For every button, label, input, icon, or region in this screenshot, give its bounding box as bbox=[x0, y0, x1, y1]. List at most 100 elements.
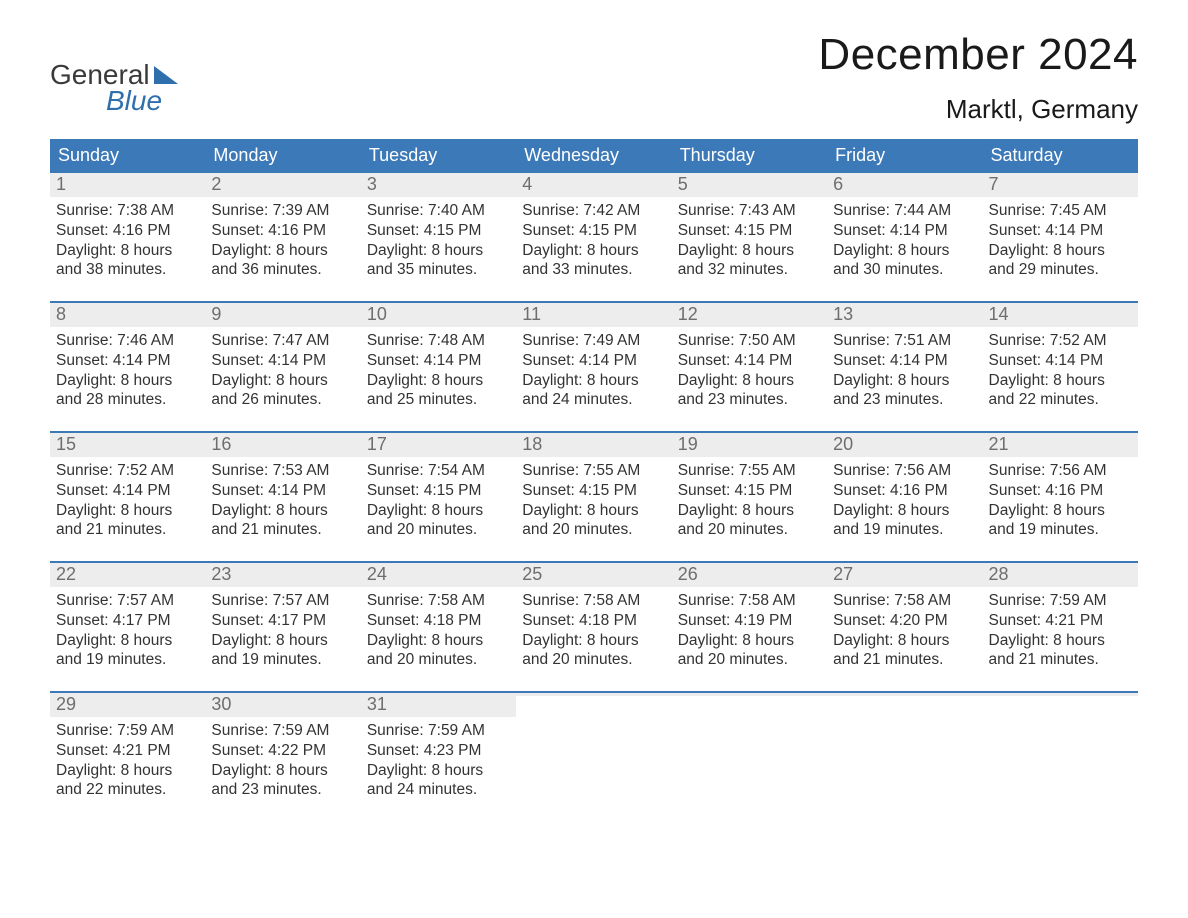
day-d1: Daylight: 8 hours bbox=[211, 501, 354, 521]
day-number: 28 bbox=[989, 564, 1009, 584]
day-d2: and 20 minutes. bbox=[678, 520, 821, 540]
day-d1: Daylight: 8 hours bbox=[989, 241, 1132, 261]
calendar-day: 12Sunrise: 7:50 AMSunset: 4:14 PMDayligh… bbox=[672, 303, 827, 419]
day-number: 16 bbox=[211, 434, 231, 454]
day-body: Sunrise: 7:40 AMSunset: 4:15 PMDaylight:… bbox=[361, 197, 516, 280]
day-number-row: 5 bbox=[672, 173, 827, 197]
day-d2: and 29 minutes. bbox=[989, 260, 1132, 280]
calendar-day: 14Sunrise: 7:52 AMSunset: 4:14 PMDayligh… bbox=[983, 303, 1138, 419]
day-sunrise: Sunrise: 7:55 AM bbox=[522, 461, 665, 481]
generalblue-logo-icon: General Blue bbox=[50, 58, 210, 118]
day-number: 27 bbox=[833, 564, 853, 584]
day-sunrise: Sunrise: 7:51 AM bbox=[833, 331, 976, 351]
logo-text-blue: Blue bbox=[106, 85, 162, 116]
calendar-day: 31Sunrise: 7:59 AMSunset: 4:23 PMDayligh… bbox=[361, 693, 516, 809]
day-d1: Daylight: 8 hours bbox=[56, 241, 199, 261]
day-d2: and 36 minutes. bbox=[211, 260, 354, 280]
day-d1: Daylight: 8 hours bbox=[522, 241, 665, 261]
day-sunrise: Sunrise: 7:46 AM bbox=[56, 331, 199, 351]
day-d1: Daylight: 8 hours bbox=[989, 501, 1132, 521]
day-sunrise: Sunrise: 7:58 AM bbox=[833, 591, 976, 611]
day-number-row: 11 bbox=[516, 303, 671, 327]
day-number-row: 21 bbox=[983, 433, 1138, 457]
day-sunrise: Sunrise: 7:47 AM bbox=[211, 331, 354, 351]
day-sunset: Sunset: 4:17 PM bbox=[211, 611, 354, 631]
day-number: 9 bbox=[211, 304, 221, 324]
day-number: 7 bbox=[989, 174, 999, 194]
day-sunset: Sunset: 4:16 PM bbox=[989, 481, 1132, 501]
day-number-row: 27 bbox=[827, 563, 982, 587]
calendar-day: 11Sunrise: 7:49 AMSunset: 4:14 PMDayligh… bbox=[516, 303, 671, 419]
day-body: Sunrise: 7:57 AMSunset: 4:17 PMDaylight:… bbox=[50, 587, 205, 670]
day-sunset: Sunset: 4:15 PM bbox=[522, 221, 665, 241]
day-body: Sunrise: 7:59 AMSunset: 4:21 PMDaylight:… bbox=[50, 717, 205, 800]
day-sunrise: Sunrise: 7:39 AM bbox=[211, 201, 354, 221]
day-number: 22 bbox=[56, 564, 76, 584]
weeks-container: 1Sunrise: 7:38 AMSunset: 4:16 PMDaylight… bbox=[50, 173, 1138, 809]
day-sunrise: Sunrise: 7:55 AM bbox=[678, 461, 821, 481]
day-d2: and 24 minutes. bbox=[522, 390, 665, 410]
day-d2: and 22 minutes. bbox=[989, 390, 1132, 410]
day-sunset: Sunset: 4:23 PM bbox=[367, 741, 510, 761]
day-sunrise: Sunrise: 7:56 AM bbox=[989, 461, 1132, 481]
day-body: Sunrise: 7:53 AMSunset: 4:14 PMDaylight:… bbox=[205, 457, 360, 540]
day-body: Sunrise: 7:58 AMSunset: 4:18 PMDaylight:… bbox=[361, 587, 516, 670]
day-sunset: Sunset: 4:21 PM bbox=[56, 741, 199, 761]
day-d1: Daylight: 8 hours bbox=[678, 631, 821, 651]
day-sunset: Sunset: 4:15 PM bbox=[678, 481, 821, 501]
day-number: 1 bbox=[56, 174, 66, 194]
day-body: Sunrise: 7:59 AMSunset: 4:21 PMDaylight:… bbox=[983, 587, 1138, 670]
day-d2: and 19 minutes. bbox=[211, 650, 354, 670]
day-sunset: Sunset: 4:15 PM bbox=[367, 481, 510, 501]
day-sunset: Sunset: 4:21 PM bbox=[989, 611, 1132, 631]
day-number-row: 24 bbox=[361, 563, 516, 587]
day-sunrise: Sunrise: 7:44 AM bbox=[833, 201, 976, 221]
day-number-row: 3 bbox=[361, 173, 516, 197]
day-number-row: 25 bbox=[516, 563, 671, 587]
day-body: Sunrise: 7:52 AMSunset: 4:14 PMDaylight:… bbox=[983, 327, 1138, 410]
day-d2: and 20 minutes. bbox=[522, 520, 665, 540]
calendar-day: 28 Sunrise: 7:59 AMSunset: 4:21 PMDayligh… bbox=[983, 563, 1138, 679]
day-d1: Daylight: 8 hours bbox=[833, 371, 976, 391]
calendar-day: 25Sunrise: 7:58 AMSunset: 4:18 PMDayligh… bbox=[516, 563, 671, 679]
day-d2: and 21 minutes. bbox=[56, 520, 199, 540]
calendar-day: 22 Sunrise: 7:57 AMSunset: 4:17 PMDayligh… bbox=[50, 563, 205, 679]
day-number: 2 bbox=[211, 174, 221, 194]
weekday-header: Thursday bbox=[672, 139, 827, 173]
day-d2: and 22 minutes. bbox=[56, 780, 199, 800]
calendar-day: 10Sunrise: 7:48 AMSunset: 4:14 PMDayligh… bbox=[361, 303, 516, 419]
day-sunset: Sunset: 4:18 PM bbox=[522, 611, 665, 631]
day-sunset: Sunset: 4:14 PM bbox=[989, 351, 1132, 371]
day-d1: Daylight: 8 hours bbox=[211, 631, 354, 651]
calendar-day: 6Sunrise: 7:44 AMSunset: 4:14 PMDaylight… bbox=[827, 173, 982, 289]
day-number-row: 9 bbox=[205, 303, 360, 327]
calendar-day: 26Sunrise: 7:58 AMSunset: 4:19 PMDayligh… bbox=[672, 563, 827, 679]
day-sunset: Sunset: 4:14 PM bbox=[367, 351, 510, 371]
calendar-day: 27Sunrise: 7:58 AMSunset: 4:20 PMDayligh… bbox=[827, 563, 982, 679]
logo-triangle-icon bbox=[154, 66, 178, 84]
day-sunset: Sunset: 4:14 PM bbox=[211, 481, 354, 501]
day-body: Sunrise: 7:42 AMSunset: 4:15 PMDaylight:… bbox=[516, 197, 671, 280]
day-d1: Daylight: 8 hours bbox=[678, 371, 821, 391]
day-sunset: Sunset: 4:15 PM bbox=[522, 481, 665, 501]
calendar-week: 22Sunrise: 7:57 AMSunset: 4:17 PMDayligh… bbox=[50, 561, 1138, 679]
weekday-header: Sunday bbox=[50, 139, 205, 173]
calendar-day bbox=[827, 693, 982, 809]
day-number-row: 26 bbox=[672, 563, 827, 587]
day-number-row: 23 bbox=[205, 563, 360, 587]
day-d1: Daylight: 8 hours bbox=[367, 501, 510, 521]
day-number: 26 bbox=[678, 564, 698, 584]
calendar-day bbox=[672, 693, 827, 809]
day-body: Sunrise: 7:49 AMSunset: 4:14 PMDaylight:… bbox=[516, 327, 671, 410]
day-sunrise: Sunrise: 7:56 AM bbox=[833, 461, 976, 481]
day-d2: and 21 minutes. bbox=[989, 650, 1132, 670]
day-d2: and 28 minutes. bbox=[56, 390, 199, 410]
day-sunrise: Sunrise: 7:59 AM bbox=[367, 721, 510, 741]
day-number-row: 4 bbox=[516, 173, 671, 197]
day-sunrise: Sunrise: 7:50 AM bbox=[678, 331, 821, 351]
day-number: 13 bbox=[833, 304, 853, 324]
day-d1: Daylight: 8 hours bbox=[833, 501, 976, 521]
day-number-row: 6 bbox=[827, 173, 982, 197]
day-number-row bbox=[983, 693, 1138, 696]
day-sunrise: Sunrise: 7:57 AM bbox=[211, 591, 354, 611]
